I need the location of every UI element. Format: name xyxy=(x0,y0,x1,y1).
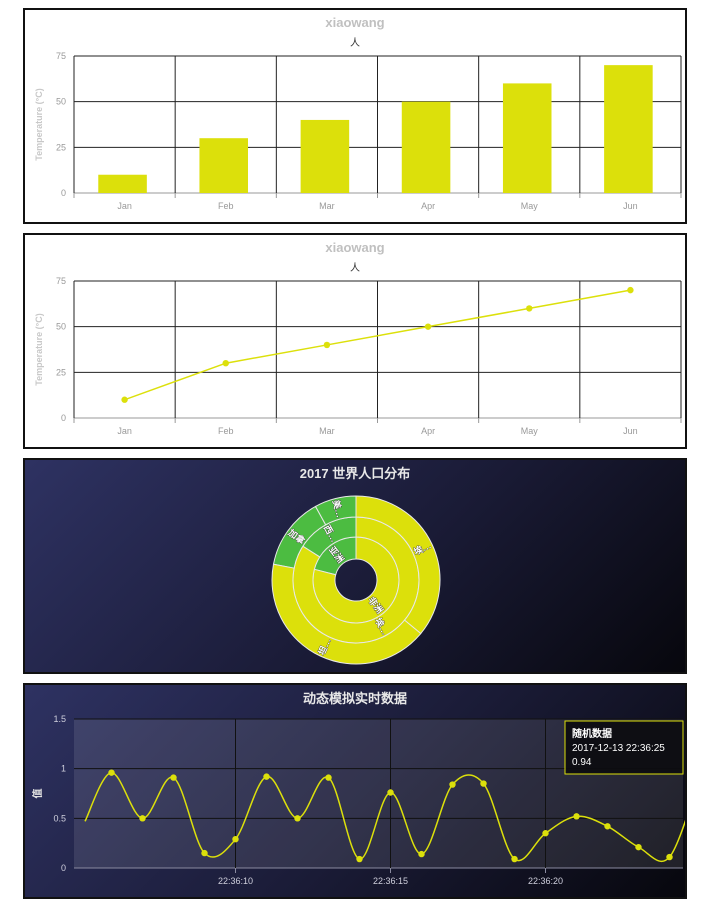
data-point xyxy=(263,773,270,780)
tooltip-box xyxy=(564,720,684,775)
data-point xyxy=(480,780,487,787)
x-tick-label: Jun xyxy=(623,201,638,211)
x-tick-label: Jun xyxy=(623,426,638,436)
tooltip: 随机数据 2017-12-13 22:36:25 0.94 xyxy=(564,720,684,775)
bar-feb xyxy=(199,138,249,193)
line-chart-panel: xiaowang 人 0 25 50 75 Jan Feb Mar Apr May Jun Temper… xyxy=(23,233,687,449)
bar-chart-panel: xiaowang 人 0 25 50 75 Jan Feb Mar Apr May Jun Temper… xyxy=(23,8,687,224)
chart-subtitle: 人 xyxy=(350,262,360,274)
x-tick-label: Feb xyxy=(218,201,234,211)
x-tick-label: May xyxy=(521,201,539,211)
chart-title: 2017 世界人口分布 xyxy=(300,466,411,481)
tooltip-series: 随机数据 xyxy=(572,727,612,740)
y-tick-label: 1.5 xyxy=(53,714,66,724)
bar-jun xyxy=(604,65,653,193)
y-tick-label: 25 xyxy=(56,367,66,377)
chart-svg: 动态模拟实时数据 0 0.5 1 1.5 值 22:36:10 22:36:15 22:36:2… xyxy=(31,691,685,886)
y-tick-label: 75 xyxy=(56,276,66,286)
point-jan xyxy=(121,396,128,403)
data-point xyxy=(201,849,208,857)
data-point xyxy=(604,823,611,830)
sunburst-slice xyxy=(271,563,422,665)
tooltip-value: 0.94 xyxy=(572,757,592,768)
data-point xyxy=(418,850,425,858)
y-tick-label: 50 xyxy=(56,322,66,332)
x-tick-label: Mar xyxy=(319,426,335,436)
y-tick-label: 0 xyxy=(61,863,66,873)
y-tick-label: 25 xyxy=(56,142,66,152)
point-apr xyxy=(424,323,432,330)
series-line xyxy=(124,289,631,401)
data-point xyxy=(449,781,456,788)
data-point xyxy=(666,853,673,861)
y-tick-label: 75 xyxy=(56,51,66,61)
bar-may xyxy=(502,83,552,193)
chart-svg: xiaowang 人 0 25 50 75 Jan Feb Mar Apr May Jun Temper… xyxy=(34,15,682,211)
point-mar xyxy=(323,341,331,349)
x-tick-label: 22:36:10 xyxy=(218,876,253,886)
data-point xyxy=(170,774,177,781)
y-tick-label: 1 xyxy=(61,764,66,774)
bar-jan xyxy=(98,174,147,193)
x-tick-label: May xyxy=(521,426,539,436)
chart-subtitle: 人 xyxy=(350,37,360,49)
x-tick-label: 22:36:15 xyxy=(373,876,408,886)
y-axis-label: Temperature (°C) xyxy=(34,313,44,385)
point-feb xyxy=(222,360,229,367)
y-tick-label: 50 xyxy=(56,97,66,107)
grid xyxy=(73,55,682,198)
realtime-chart-panel: 动态模拟实时数据 0 0.5 1 1.5 值 22:36:10 22:36:15 22:36:2… xyxy=(23,683,687,899)
y-tick-label: 0 xyxy=(61,188,66,198)
data-point xyxy=(232,835,239,843)
data-point xyxy=(511,855,518,863)
data-point xyxy=(325,774,332,781)
point-jun xyxy=(627,286,634,294)
x-tick-label: Apr xyxy=(421,426,435,436)
chart-title: xiaowang xyxy=(325,15,384,30)
bar-apr xyxy=(401,101,451,193)
x-tick-label: Feb xyxy=(218,426,234,436)
data-point xyxy=(139,815,146,822)
x-tick-label: Jan xyxy=(117,201,132,211)
chart-title: 动态模拟实时数据 xyxy=(303,691,407,706)
chart-svg: xiaowang 人 0 25 50 75 Jan Feb Mar Apr May Jun Temper… xyxy=(34,240,682,436)
data-point xyxy=(108,769,115,776)
y-axis-label: Temperature (°C) xyxy=(34,88,44,160)
data-point xyxy=(573,813,580,820)
point-may xyxy=(526,305,533,312)
y-tick-label: 0.5 xyxy=(53,813,66,823)
data-point xyxy=(294,815,301,822)
data-point xyxy=(356,855,363,863)
data-point xyxy=(542,830,549,837)
bar-mar xyxy=(300,119,350,193)
data-point xyxy=(635,843,642,851)
sunburst-chart-panel: 2017 世界人口分布 亚洲 非洲 西… 埃… 加拿 美… 埃… 坦… xyxy=(23,458,687,674)
y-tick-label: 0 xyxy=(61,413,66,423)
data-point xyxy=(387,789,394,796)
x-tick-label: 22:36:20 xyxy=(528,876,563,886)
chart-svg: 2017 世界人口分布亚洲非洲西…埃…加拿美…埃…坦… xyxy=(271,466,441,665)
x-tick-label: Mar xyxy=(319,201,335,211)
sunburst-label: 美… xyxy=(331,499,346,519)
x-tick-label: Apr xyxy=(421,201,435,211)
tooltip-time: 2017-12-13 22:36:25 xyxy=(572,743,665,754)
chart-title: xiaowang xyxy=(325,240,384,255)
grid xyxy=(73,280,682,423)
x-tick-label: Jan xyxy=(117,426,132,436)
y-axis-label: 值 xyxy=(31,789,44,799)
